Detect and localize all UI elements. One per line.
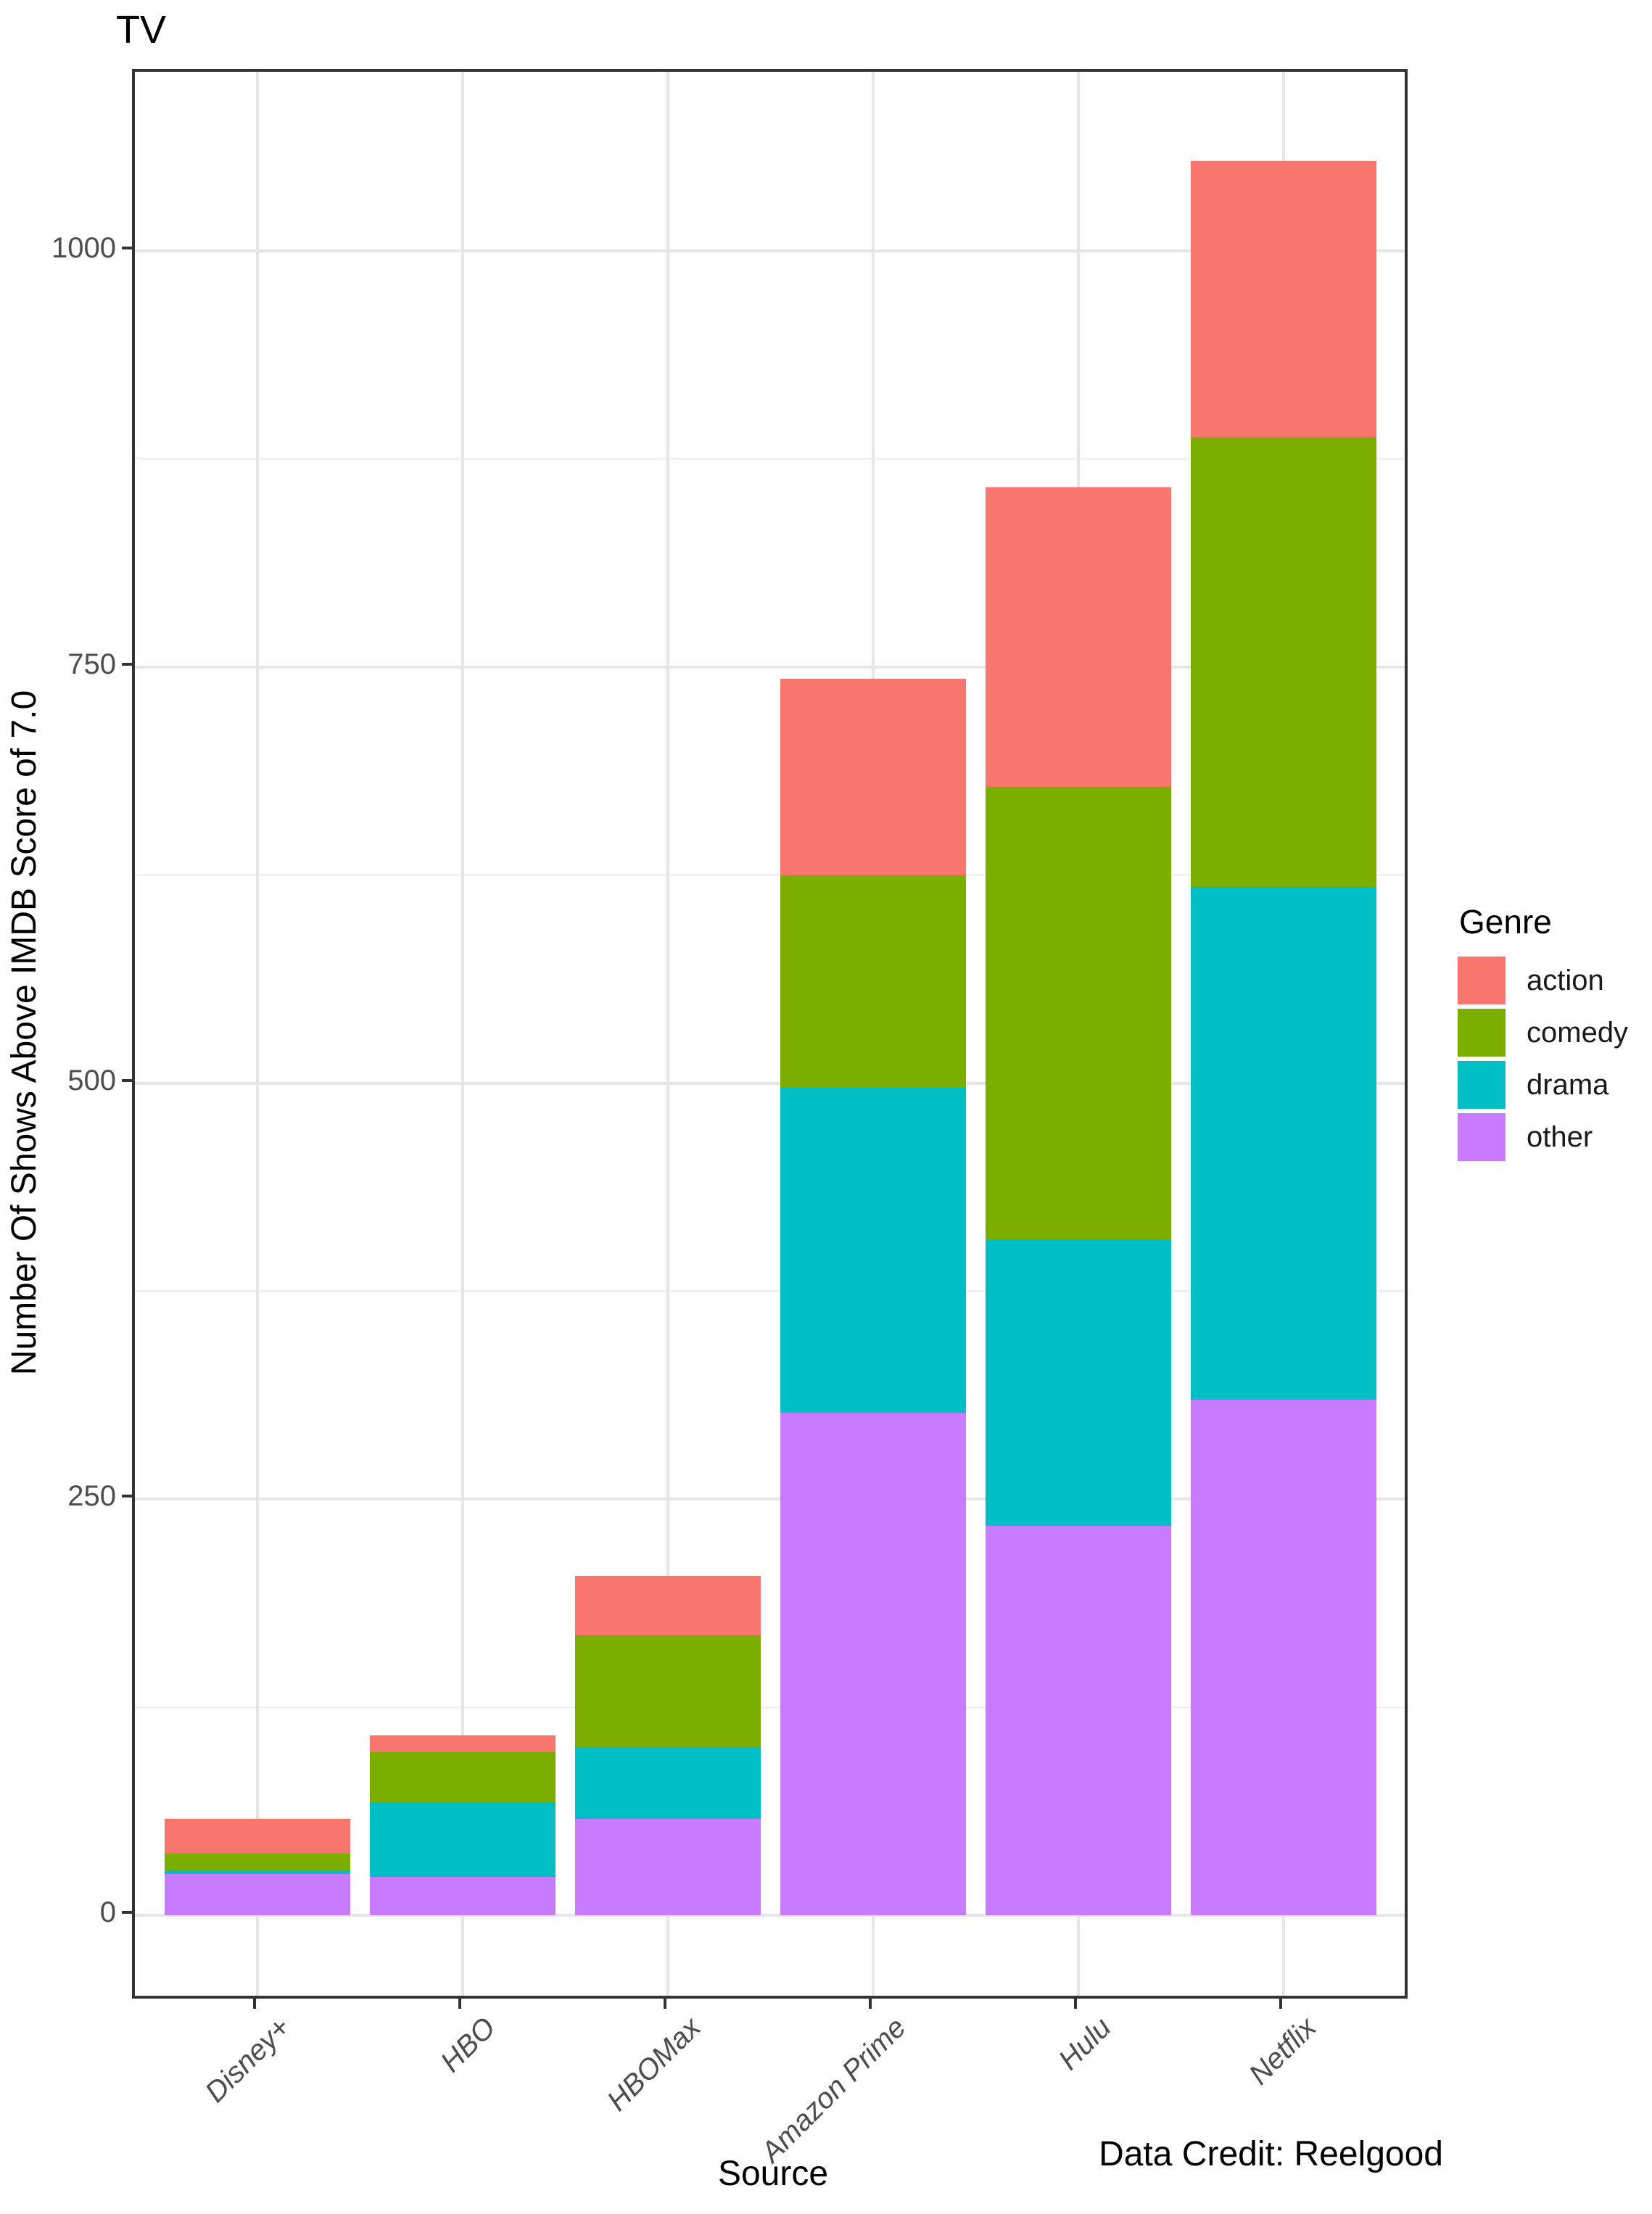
legend-swatch-comedy [1458,1009,1506,1057]
y-tick-label-1000: 1000 [51,232,116,264]
bar-segment-hbo-drama [370,1801,556,1878]
bar-segment-hbomax-action [575,1575,761,1636]
bar-segment-amazon-prime-other [780,1412,966,1915]
bar-segment-amazon-prime-comedy [780,875,966,1089]
x-tick-mark-4 [1074,1999,1077,2009]
bar-segment-disney+-comedy [165,1854,350,1871]
bar-segment-netflix-comedy [1191,437,1376,887]
legend-label-comedy: comedy [1527,1017,1629,1049]
gridline-major-y-250 [135,1498,1405,1501]
bar-segment-hulu-drama [986,1239,1171,1526]
legend-swatch-drama [1458,1061,1506,1109]
x-tick-mark-5 [1279,1999,1282,2009]
bar-segment-hbomax-comedy [575,1635,761,1748]
y-tick-label-750: 750 [67,648,116,680]
bar-segment-disney+-other [165,1873,350,1915]
x-tick-mark-3 [869,1999,872,2009]
bar-segment-netflix-drama [1191,886,1376,1400]
bar-segment-hbomax-drama [575,1747,761,1819]
legend-item-drama: drama [1458,1061,1652,1109]
y-tick-mark-500 [122,1078,132,1082]
gridline-major-y-0 [135,1914,1405,1917]
bar-segment-hbomax-other [575,1818,761,1915]
y-tick-mark-1000 [122,247,132,249]
bar-segment-amazon-prime-action [780,678,966,875]
x-tick-mark-1 [458,1999,461,2009]
gridline-major-x-2 [666,72,669,1996]
bar-segment-disney+-action [165,1818,350,1854]
y-tick-label-250: 250 [67,1480,116,1513]
y-tick-label-500: 500 [67,1064,116,1096]
bar-segment-disney+-drama [165,1870,350,1874]
chart-title: TV [116,8,167,51]
bar-segment-hbo-other [370,1877,556,1915]
legend-label-drama: drama [1527,1069,1609,1101]
y-tick-mark-250 [122,1495,132,1498]
legend-title: Genre [1459,903,1552,941]
gridline-major-x-0 [256,72,259,1996]
gridline-minor-y-125 [135,1706,1405,1709]
legend-swatch-action [1458,957,1506,1004]
legend-item-comedy: comedy [1458,1009,1652,1057]
bar-segment-hbo-comedy [370,1752,556,1802]
data-credit-caption: Data Credit: Reelgood [1099,2135,1443,2173]
y-tick-label-0: 0 [99,1896,116,1928]
gridline-major-y-1000 [135,249,1405,252]
bar-segment-hulu-action [986,487,1171,787]
y-axis-title: Number Of Shows Above IMDB Score of 7.0 [5,690,44,1376]
legend-item-action: action [1458,957,1652,1004]
legend-swatch-other [1458,1113,1506,1161]
x-tick-mark-2 [664,1999,666,2009]
bar-segment-netflix-action [1191,161,1376,438]
bar-segment-netflix-other [1191,1399,1376,1915]
legend-label-other: other [1527,1121,1593,1153]
gridline-major-y-500 [135,1081,1405,1085]
bar-segment-hulu-other [986,1525,1171,1915]
gridline-minor-y-625 [135,874,1405,877]
gridline-minor-y-375 [135,1289,1405,1292]
y-tick-mark-0 [122,1911,132,1914]
legend-label-action: action [1527,965,1604,996]
bar-segment-hulu-comedy [986,786,1171,1240]
bar-segment-hbo-action [370,1735,556,1753]
x-axis-title: Source [717,2155,829,2193]
bar-segment-amazon-prime-drama [780,1088,966,1413]
y-tick-mark-750 [122,662,132,666]
gridline-major-x-1 [461,72,464,1996]
gridline-minor-y-875 [135,458,1405,460]
x-tick-mark-0 [253,1999,256,2009]
legend-item-other: other [1458,1113,1652,1161]
gridline-major-y-750 [135,665,1405,669]
plot-panel [132,69,1408,1999]
